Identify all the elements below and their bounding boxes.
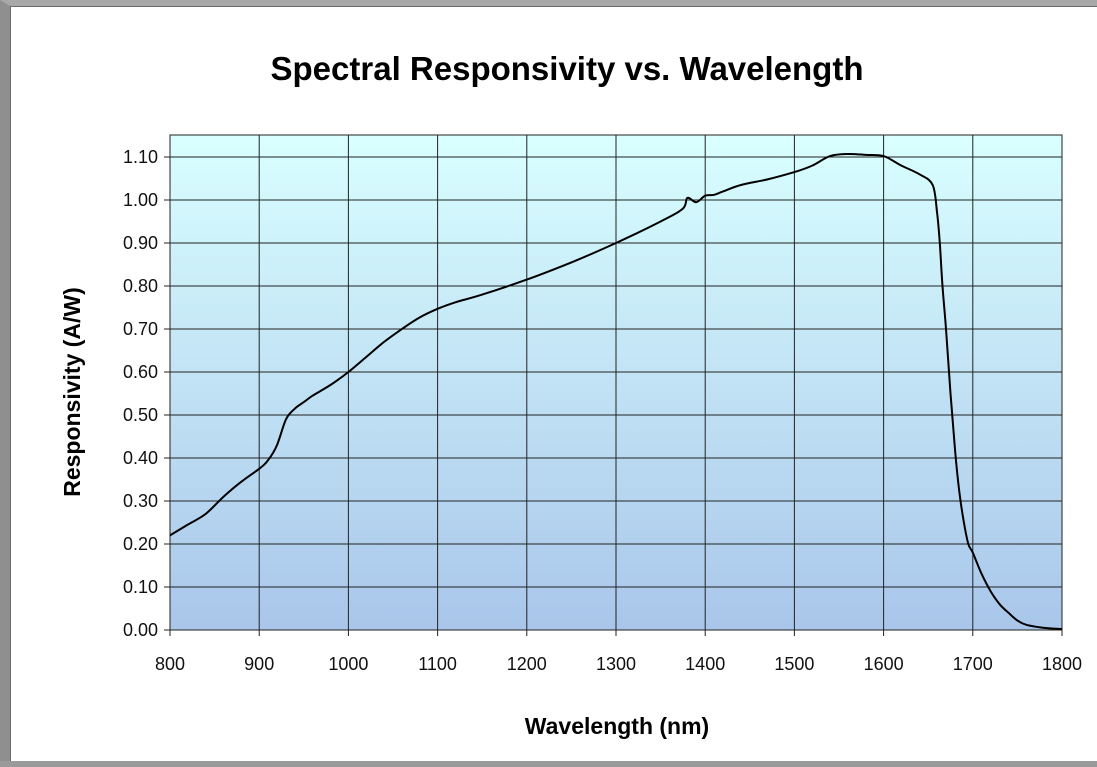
y-tick-label-0.20: 0.20	[123, 534, 158, 554]
x-tick-label-1700: 1700	[953, 654, 993, 674]
y-tick-label-0.80: 0.80	[123, 276, 158, 296]
x-tick-label-1800: 1800	[1042, 654, 1082, 674]
x-tick-label-1600: 1600	[864, 654, 904, 674]
x-axis-ticks: 800 900 1000 1100 1200 1300 1400 1500 1600 1700 18…	[155, 654, 1082, 674]
y-tick-label-0.10: 0.10	[123, 577, 158, 597]
y-tick-label-0.40: 0.40	[123, 448, 158, 468]
x-tick-label-1100: 1100	[418, 654, 457, 674]
plot-border	[169, 134, 1063, 631]
y-tick-label-0.50: 0.50	[123, 405, 158, 425]
y-tick-label-0.70: 0.70	[123, 319, 158, 339]
x-tick-label-1200: 1200	[507, 654, 547, 674]
y-tick-label-1.10: 1.10	[123, 147, 158, 167]
y-tick-label-0.30: 0.30	[123, 491, 158, 511]
y-axis-title: Responsivity (A/W)	[59, 287, 85, 497]
x-tick-label-1300: 1300	[596, 654, 636, 674]
x-axis-title: Wavelength (nm)	[525, 713, 709, 739]
chart-title: Spectral Responsivity vs. Wavelength	[271, 50, 864, 87]
y-tick-label-0.90: 0.90	[123, 233, 158, 253]
x-tick-label-900: 900	[244, 654, 274, 674]
x-tick-label-800: 800	[155, 654, 185, 674]
y-axis-ticks: 0.00 0.10 0.20 0.30 0.40 0.50 0.60 0.70 0.80 0.90…	[123, 147, 158, 640]
chart: Spectral Responsivity vs. Wavelength 800…	[59, 50, 1082, 739]
grid-lines	[164, 134, 1063, 636]
y-tick-label-0.00: 0.00	[123, 620, 158, 640]
y-tick-label-1.00: 1.00	[123, 190, 158, 210]
y-tick-label-0.60: 0.60	[123, 362, 158, 382]
x-tick-label-1400: 1400	[685, 654, 725, 674]
x-tick-label-1500: 1500	[774, 654, 814, 674]
x-tick-label-1000: 1000	[328, 654, 368, 674]
series-line-responsivity	[169, 152, 1063, 631]
